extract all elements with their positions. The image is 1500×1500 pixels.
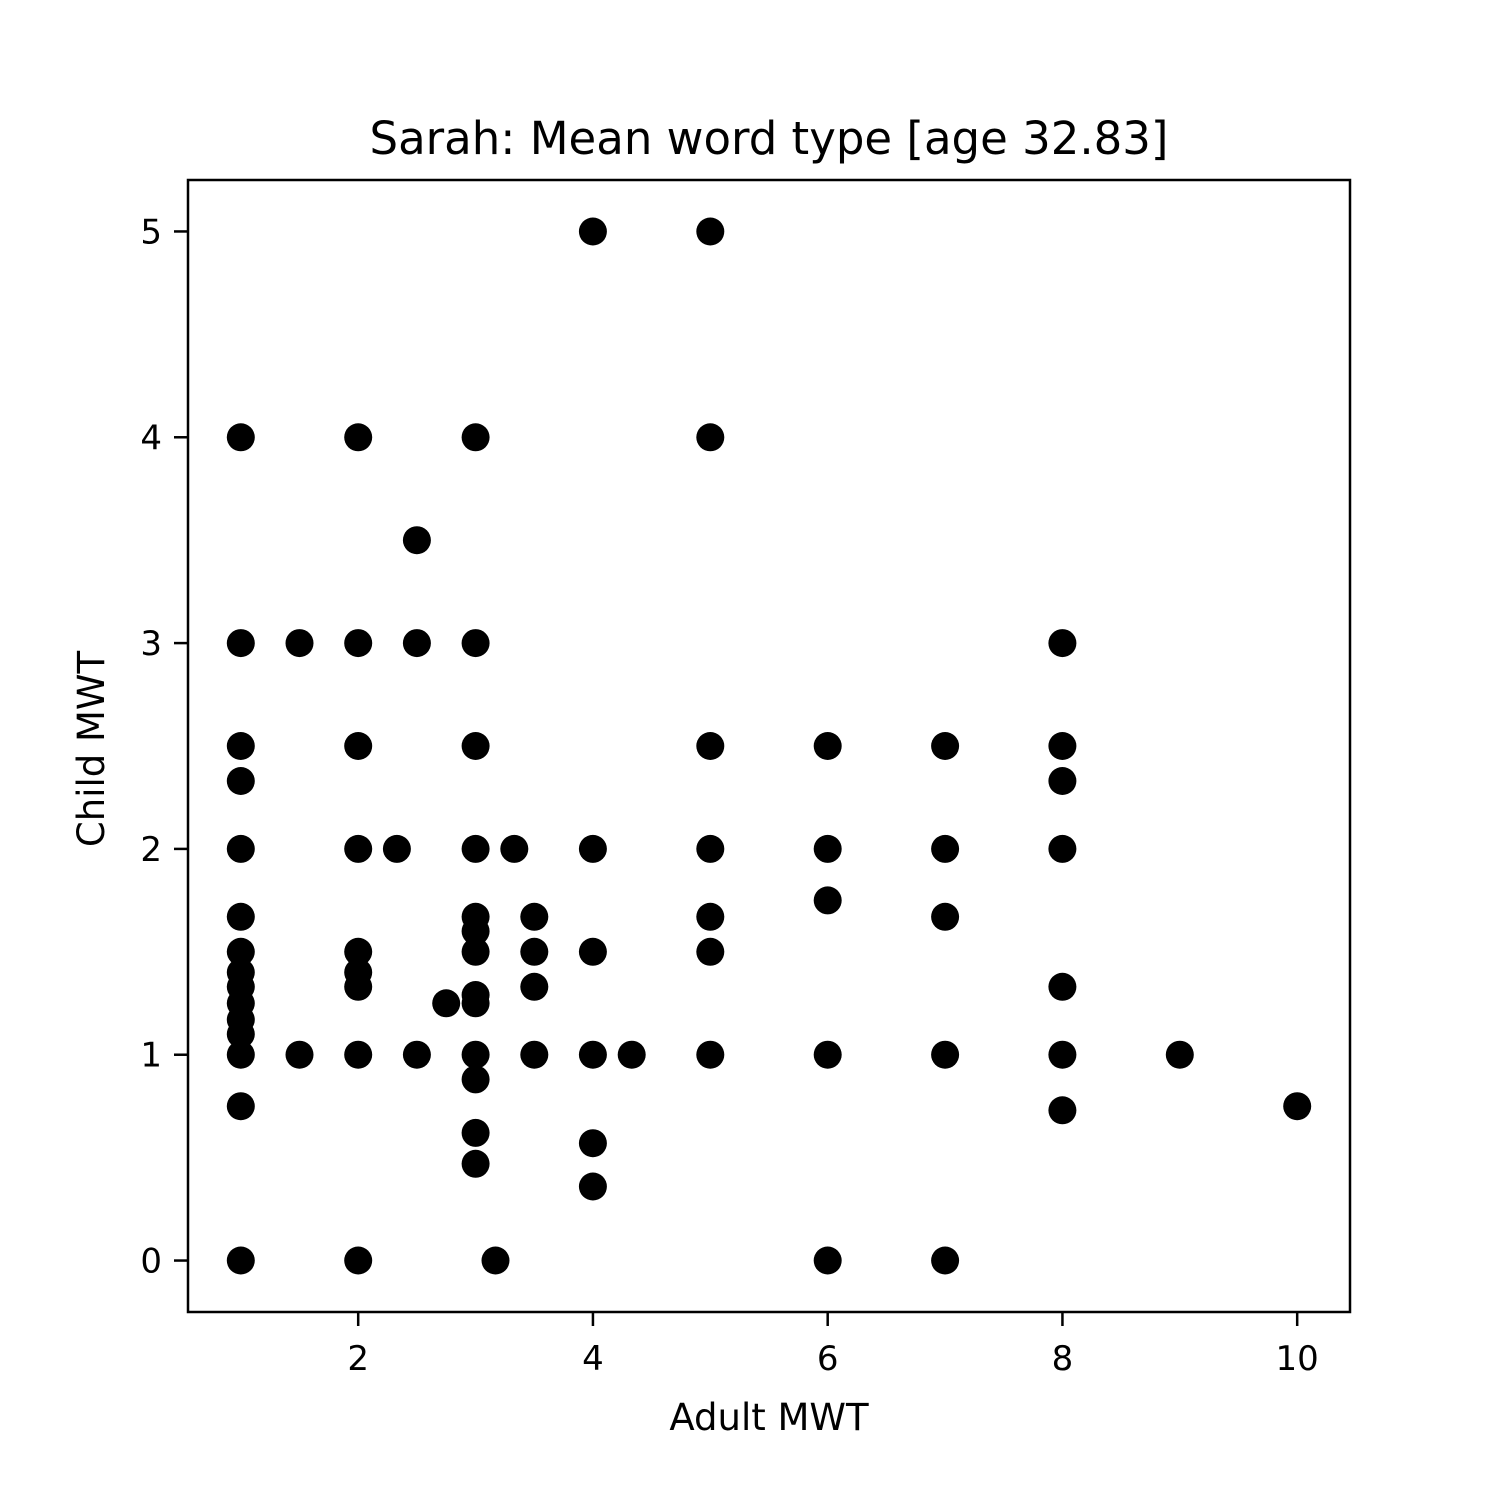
data-point: [813, 732, 842, 760]
data-point: [461, 1149, 490, 1178]
data-point: [344, 834, 373, 863]
data-point: [1048, 629, 1077, 658]
data-point: [226, 1246, 255, 1275]
x-axis-label: Adult MWT: [669, 1396, 869, 1439]
y-tick-label: 3: [140, 624, 162, 664]
data-point: [813, 1246, 842, 1275]
data-point: [344, 1246, 373, 1275]
y-tick-label: 1: [140, 1036, 162, 1076]
data-point: [461, 1118, 490, 1147]
data-point: [578, 937, 607, 966]
data-point: [461, 1040, 490, 1069]
data-point: [696, 834, 725, 863]
data-point: [813, 886, 842, 915]
data-point: [481, 1246, 510, 1275]
y-tick-label: 2: [140, 830, 162, 870]
data-point: [226, 1020, 255, 1049]
data-point: [500, 834, 529, 863]
data-point: [696, 217, 725, 246]
data-point: [461, 834, 490, 863]
data-point: [226, 1092, 255, 1121]
data-point: [226, 937, 255, 966]
y-tick-label: 0: [140, 1242, 162, 1282]
y-tick-label: 4: [140, 418, 162, 458]
data-point: [1048, 1096, 1077, 1125]
y-tick-label: 5: [140, 212, 162, 252]
data-point: [226, 902, 255, 931]
data-point: [931, 1040, 960, 1069]
x-tick-label: 10: [1276, 1339, 1319, 1379]
data-point: [813, 1040, 842, 1069]
data-point: [226, 732, 255, 760]
data-point: [520, 937, 549, 966]
data-point: [461, 917, 490, 946]
data-point: [578, 1172, 607, 1201]
data-point: [931, 732, 960, 760]
data-point: [1048, 1040, 1077, 1069]
data-point: [461, 629, 490, 658]
data-point: [578, 834, 607, 863]
data-point: [344, 629, 373, 658]
data-point: [344, 423, 373, 452]
data-point: [382, 834, 411, 863]
data-point: [461, 423, 490, 452]
x-tick-label: 8: [1052, 1339, 1074, 1379]
chart-title: Sarah: Mean word type [age 32.83]: [370, 112, 1169, 165]
data-point: [1048, 834, 1077, 863]
data-point: [1048, 972, 1077, 1001]
x-tick-label: 4: [582, 1339, 604, 1379]
data-point: [578, 1129, 607, 1158]
data-point: [226, 767, 255, 795]
data-point: [520, 1040, 549, 1069]
y-axis-ticks: 0 1 2 3 4 5: [140, 212, 188, 1282]
data-point: [813, 834, 842, 863]
data-point: [344, 937, 373, 966]
plot-frame: [186, 178, 1352, 1314]
data-point: [344, 732, 373, 760]
data-point: [402, 629, 431, 658]
data-point: [1165, 1040, 1194, 1069]
x-axis-ticks: 2 4 6 8 10: [347, 1312, 1319, 1379]
data-point: [1048, 732, 1077, 760]
data-point: [402, 1040, 431, 1069]
data-point: [226, 423, 255, 452]
data-point: [432, 989, 461, 1018]
data-point: [461, 937, 490, 966]
data-point: [696, 902, 725, 931]
x-tick-label: 2: [347, 1339, 369, 1379]
y-axis-label: Child MWT: [70, 651, 113, 848]
data-point: [461, 1065, 490, 1094]
data-point: [461, 732, 490, 760]
data-points: [226, 217, 1312, 1275]
data-point: [344, 972, 373, 1001]
data-point: [344, 1040, 373, 1069]
data-point: [520, 972, 549, 1001]
data-point: [578, 217, 607, 246]
data-point: [520, 902, 549, 931]
data-point: [578, 1040, 607, 1069]
data-point: [226, 834, 255, 863]
data-point: [1283, 1092, 1312, 1121]
data-point: [1048, 767, 1077, 795]
data-point: [931, 834, 960, 863]
data-point: [696, 937, 725, 966]
data-point: [226, 1040, 255, 1069]
data-point: [696, 1040, 725, 1069]
data-point: [931, 1246, 960, 1275]
data-point: [696, 423, 725, 452]
data-point: [461, 989, 490, 1018]
data-point: [617, 1040, 646, 1069]
data-point: [285, 1040, 314, 1069]
data-point: [696, 732, 725, 760]
data-point: [402, 526, 431, 555]
data-point: [226, 629, 255, 658]
data-point: [285, 629, 314, 658]
data-point: [931, 902, 960, 931]
x-tick-label: 6: [817, 1339, 839, 1379]
